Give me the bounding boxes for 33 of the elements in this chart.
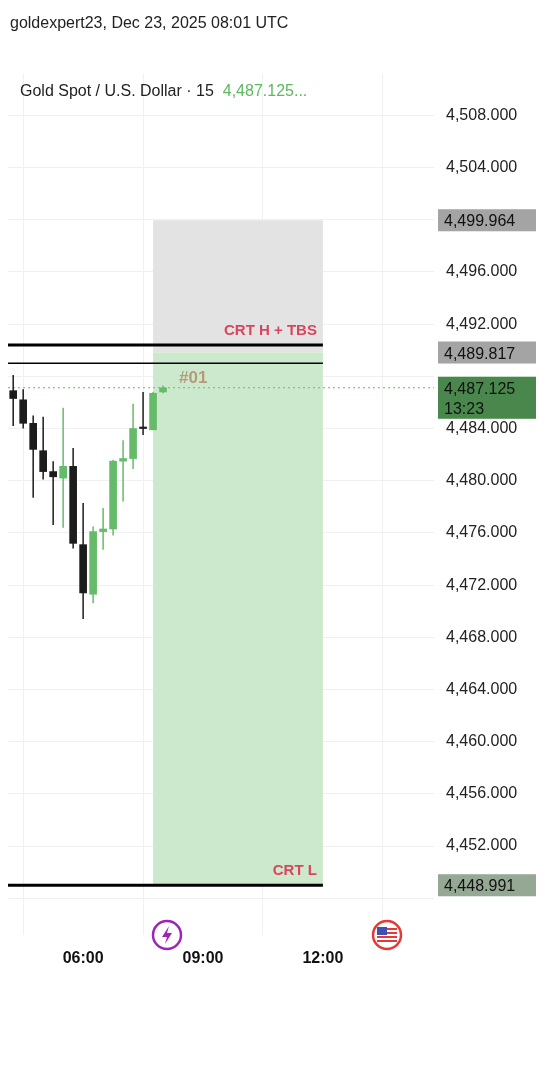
y-tick-label: 4,460.000	[446, 732, 518, 750]
y-tick-label: 4,484.000	[446, 418, 518, 436]
candlestick	[9, 374, 18, 427]
y-tick-label: 4,492.000	[446, 314, 518, 332]
text: 4,448.991	[444, 877, 516, 895]
y-tick-label: 4,480.000	[446, 471, 518, 489]
text: 4,499.964	[444, 212, 516, 230]
ref-line-label: CRT H + TBS	[223, 321, 317, 339]
x-tick-label: 09:00	[182, 948, 224, 966]
text: 4,487.125 13:23	[444, 379, 516, 417]
y-tick-label: 4,468.000	[446, 627, 518, 645]
y-tick-label: 4,504.000	[446, 157, 518, 175]
x-tick-label: 12:00	[302, 948, 344, 966]
y-tick-label: 4,464.000	[446, 679, 518, 697]
chart-subtitle: goldexpert23, Dec 23, 2025 08:01 UTC	[10, 14, 289, 32]
candlestick	[139, 391, 147, 436]
candlestick	[49, 460, 57, 526]
annotation: 4,487.125...	[222, 81, 308, 99]
ref-line-label: CRT L	[272, 861, 317, 879]
candlestick	[119, 439, 127, 503]
candlestick	[59, 406, 67, 529]
y-tick-label: 4,456.000	[446, 784, 518, 802]
text: Gold Spot / U.S. Dollar · 15	[20, 81, 214, 99]
y-tick-label: 4,452.000	[446, 836, 518, 854]
annotation: #01	[179, 368, 208, 388]
y-tick-label: 4,476.000	[446, 523, 518, 541]
candlestick	[99, 507, 107, 551]
y-tick-label: 4,508.000	[446, 105, 518, 123]
text: 4,489.817	[444, 344, 516, 362]
y-tick-label: 4,472.000	[446, 575, 518, 593]
y-tick-label: 4,496.000	[446, 262, 518, 280]
candlestick	[39, 416, 47, 481]
x-tick-label: 06:00	[62, 948, 104, 966]
